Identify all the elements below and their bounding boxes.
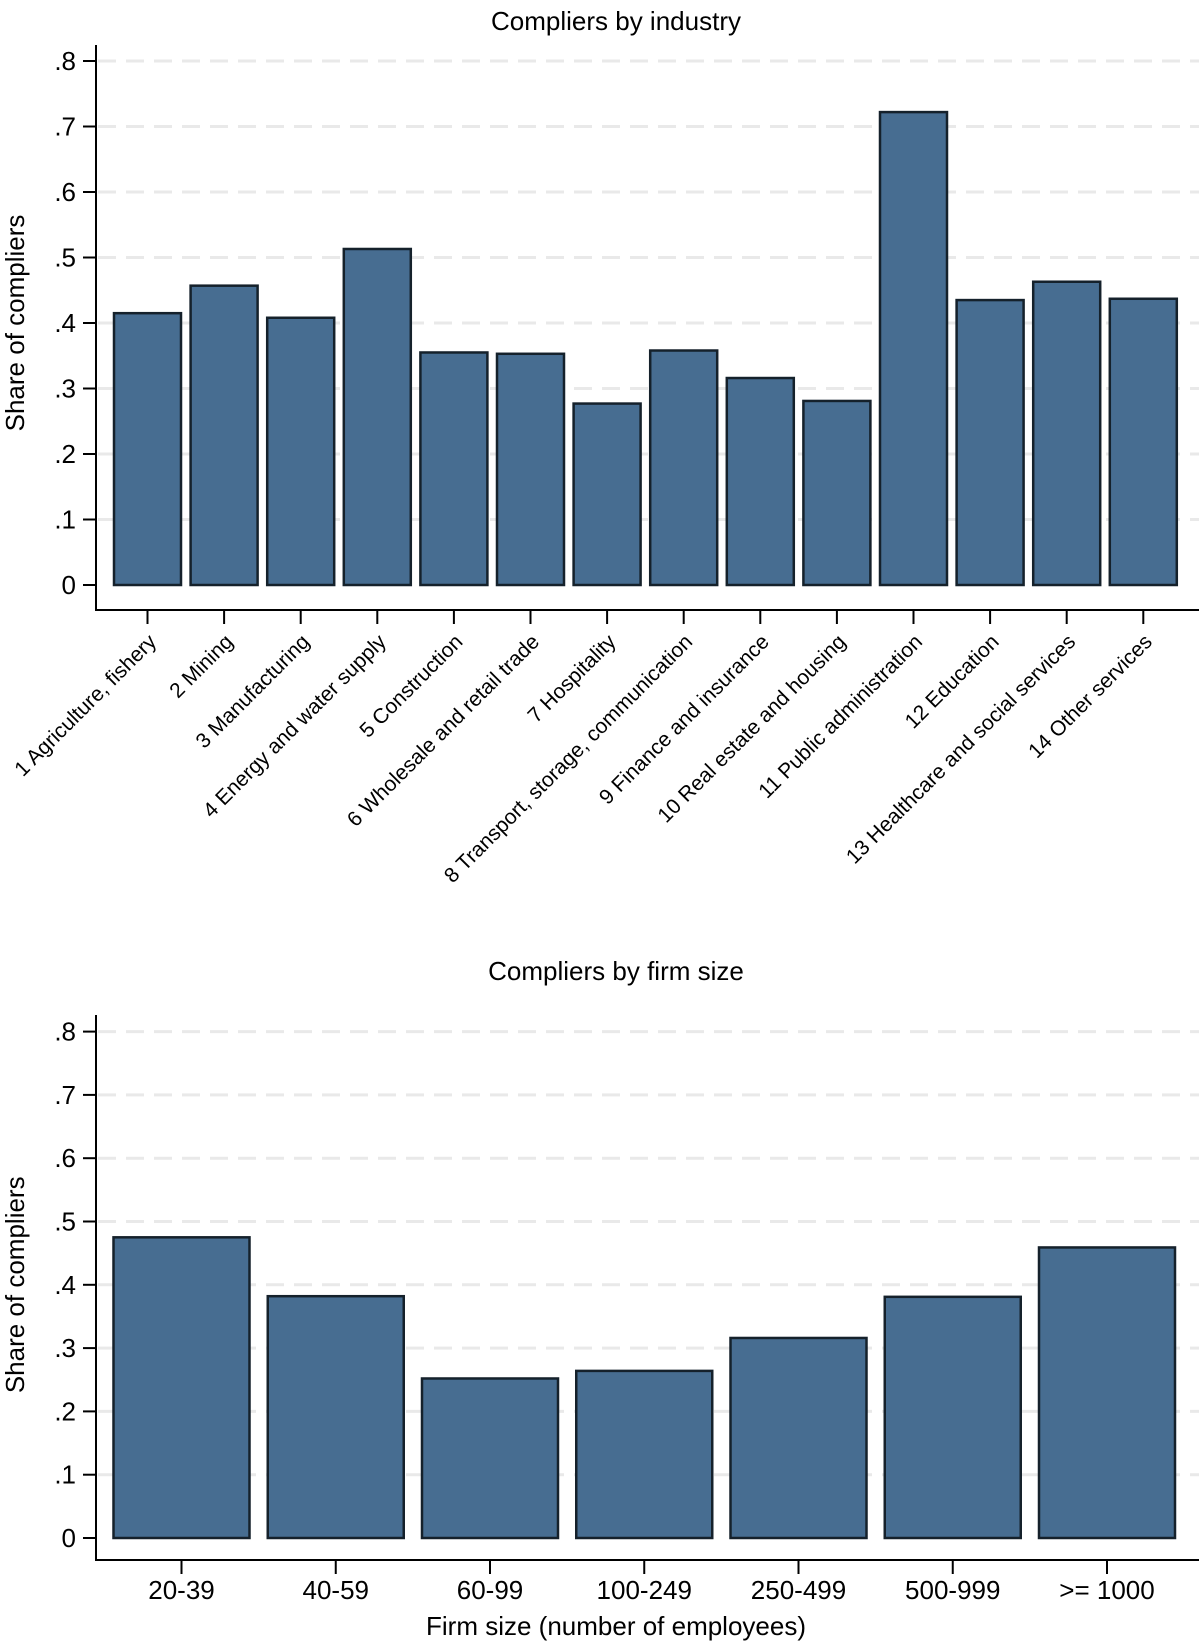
bar [802, 399, 872, 587]
y-tick-label: .1 [54, 505, 76, 535]
y-tick-label: .1 [54, 1460, 76, 1490]
y-tick-label: .3 [54, 1333, 76, 1363]
y-tick-label: .6 [54, 1143, 76, 1173]
x-category-label: 2 Mining [165, 630, 237, 702]
bar [648, 349, 719, 587]
firm-size-bar-chart: 0 .1 .2 .3 .4 .5 .6 .7 .8 20-39 40-59 60-99 100-249 2… [0, 956, 1199, 1641]
x-axis-title: Firm size (number of employees) [426, 1611, 806, 1641]
y-tick-label: .7 [54, 112, 76, 142]
x-category-label: 1 Agriculture, fishery [10, 630, 161, 781]
bar [729, 1336, 868, 1540]
y-tick-label: .3 [54, 374, 76, 404]
industry-bar-chart: 0 .1 .2 .3 .4 .5 .6 .7 .8 1 Agriculture, fishery 2… [0, 6, 1199, 888]
y-tick-label: .5 [54, 243, 76, 273]
x-category-label: 60-99 [457, 1575, 524, 1605]
firm-size-chart-figure: 0 .1 .2 .3 .4 .5 .6 .7 .8 20-39 40-59 60-99 100-249 2… [0, 905, 1200, 1645]
y-tick-label: .4 [54, 1270, 76, 1300]
x-category-label: 250-499 [751, 1575, 846, 1605]
y-tick-label: 0 [62, 1523, 76, 1553]
bar [955, 298, 1025, 587]
chart-title: Compliers by firm size [488, 956, 744, 986]
bar [342, 247, 413, 587]
y-axis-title: Share of compliers [0, 215, 30, 432]
y-tick-label: .6 [54, 177, 76, 207]
x-category-label: >= 1000 [1059, 1575, 1154, 1605]
bar [265, 316, 336, 587]
bar [878, 110, 949, 587]
bar [1037, 1246, 1177, 1540]
y-tick-label: .7 [54, 1080, 76, 1110]
bar [1031, 280, 1102, 587]
x-category-label: 100-249 [597, 1575, 692, 1605]
bar [495, 352, 566, 587]
industry-chart-figure: 0 .1 .2 .3 .4 .5 .6 .7 .8 1 Agriculture, fishery 2… [0, 6, 1199, 888]
y-tick-label: .8 [54, 1017, 76, 1047]
bar [112, 311, 183, 587]
y-tick-label: .8 [54, 46, 76, 76]
y-tick-label: .5 [54, 1207, 76, 1237]
bar [1108, 297, 1179, 587]
bar [419, 351, 489, 587]
y-axis-title: Share of compliers [0, 1176, 30, 1393]
bar [725, 376, 796, 587]
x-category-label: 500-999 [905, 1575, 1000, 1605]
y-tick-label: 0 [62, 570, 76, 600]
bar [266, 1294, 405, 1540]
bar [575, 1369, 714, 1540]
bar [883, 1295, 1022, 1540]
bar [420, 1377, 560, 1540]
y-tick-label: .2 [54, 439, 76, 469]
bar [112, 1236, 251, 1540]
chart-title: Compliers by industry [491, 6, 741, 36]
x-category-label: 20-39 [148, 1575, 215, 1605]
y-tick-label: .4 [54, 308, 76, 338]
bar [572, 402, 642, 587]
bar [189, 284, 259, 587]
y-tick-label: .2 [54, 1396, 76, 1426]
x-category-label: 40-59 [303, 1575, 370, 1605]
